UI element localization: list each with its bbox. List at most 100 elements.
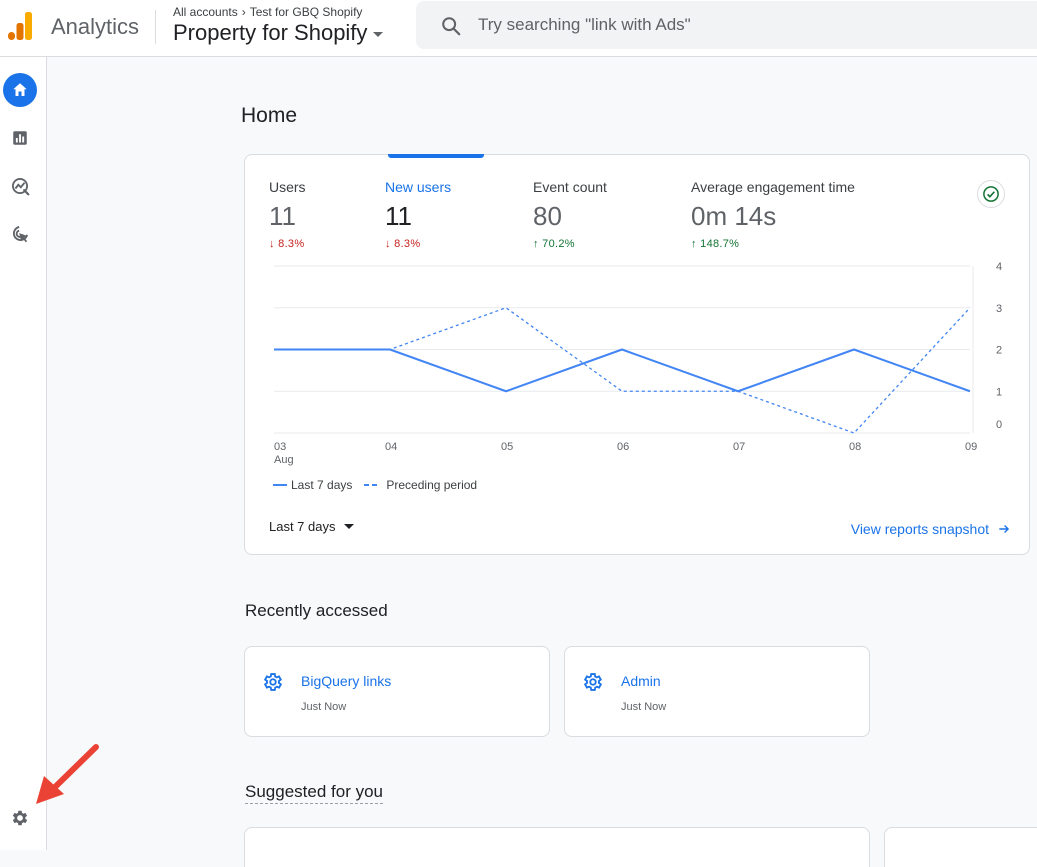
- breadcrumb-accounts[interactable]: All accounts: [173, 5, 238, 19]
- x-tick-label-part: 05: [501, 441, 513, 453]
- metric-new-users[interactable]: New users 11 ↓ 8.3%: [385, 179, 451, 250]
- x-tick-label: 03 Aug: [274, 441, 294, 466]
- top-bar: Analytics All accounts › Test for GBQ Shop…: [0, 0, 1037, 57]
- x-tick-label-part: 07: [733, 441, 745, 453]
- insights-check-button[interactable]: [977, 180, 1005, 208]
- x-tick-label: 07: [733, 441, 745, 453]
- gear-icon: [12, 810, 28, 826]
- x-tick-label-part: Aug: [274, 454, 294, 466]
- nav-reports[interactable]: [3, 121, 37, 155]
- caret-down-icon: [373, 31, 384, 37]
- metric-value: 80: [533, 201, 562, 231]
- suggested-card[interactable]: [884, 827, 1037, 867]
- y-tick-label: 1: [996, 386, 1002, 398]
- reports-icon: [13, 131, 27, 145]
- check-circle-icon: [983, 186, 999, 202]
- property-name: Property for Shopify: [173, 20, 368, 45]
- annotation-arrow-icon: [36, 744, 99, 804]
- metric-delta-value: 70.2%: [542, 238, 575, 250]
- gear-icon: [583, 673, 603, 691]
- nav-admin-settings[interactable]: [3, 801, 37, 835]
- snapshot-link-label: View reports snapshot: [850, 521, 989, 537]
- recent-card-title: BigQuery links: [301, 673, 392, 689]
- y-tick-label: 4: [996, 261, 1002, 273]
- legend-item-previous: Preceding period: [364, 478, 477, 492]
- caret-down-icon: [343, 524, 354, 529]
- x-tick-label: 08: [849, 441, 861, 453]
- metric-avg-engagement[interactable]: Average engagement time 0m 14s ↑ 148.7%: [691, 179, 855, 250]
- y-tick-label: 2: [996, 345, 1002, 357]
- arrow-right-icon: [999, 525, 1010, 533]
- legend-dashed-swatch: [364, 484, 379, 486]
- line-chart: 4 3 2 1 0 03 Aug 04 05 06 07 08 09: [274, 261, 1002, 466]
- series-line-preceding-period: [274, 307, 971, 434]
- main-content: Home Users 11 ↓ 8.3% New users 11 ↓ 8.3%…: [47, 57, 1037, 867]
- recently-accessed-title: Recently accessed: [245, 601, 388, 620]
- x-tick-label-part: 08: [849, 441, 861, 453]
- date-range-label: Last 7 days: [269, 519, 336, 534]
- header-divider: [155, 10, 156, 44]
- view-reports-snapshot-link[interactable]: View reports snapshot: [851, 521, 1011, 537]
- page-title: Home: [241, 104, 298, 127]
- metric-value: 0m 14s: [691, 201, 777, 231]
- x-tick-label-part: 06: [617, 441, 629, 453]
- home-icon: [13, 83, 27, 96]
- nav-explore[interactable]: [3, 169, 37, 203]
- metric-value: 11: [385, 201, 412, 231]
- product-name[interactable]: Analytics: [51, 14, 140, 39]
- active-tab-indicator: [388, 154, 484, 158]
- search-bar[interactable]: [416, 1, 1037, 49]
- breadcrumb-separator: ›: [241, 5, 246, 19]
- metric-event-count[interactable]: Event count 80 ↑ 70.2%: [533, 179, 607, 250]
- x-tick-label: 05: [501, 441, 513, 453]
- x-tick-label-part: 04: [385, 441, 397, 453]
- x-tick-label-part: 09: [965, 441, 977, 453]
- metric-value: 11: [269, 201, 296, 231]
- legend-label: Last 7 days: [291, 478, 353, 492]
- series-line-last-7-days: [274, 348, 971, 393]
- metric-delta: ↑ 70.2%: [533, 238, 575, 250]
- recent-card-title: Admin: [621, 673, 661, 689]
- chart-legend: Last 7 days Preceding period: [273, 478, 489, 492]
- metric-label: New users: [385, 179, 452, 195]
- legend-label: Preceding period: [386, 478, 478, 492]
- recent-card-subtitle: Just Now: [621, 701, 667, 713]
- summary-card: Users 11 ↓ 8.3% New users 11 ↓ 8.3% Even…: [244, 154, 1030, 555]
- advertising-icon: [13, 226, 28, 243]
- metric-delta: ↓ 8.3%: [385, 238, 421, 250]
- metric-delta-value: 8.3%: [394, 238, 421, 250]
- analytics-logo-icon[interactable]: [6, 10, 34, 42]
- breadcrumb[interactable]: All accounts › Test for GBQ Shopify: [173, 5, 362, 19]
- gear-icon: [263, 673, 283, 691]
- metric-label: Event count: [533, 179, 607, 195]
- metric-users[interactable]: Users 11 ↓ 8.3%: [269, 179, 306, 250]
- x-tick-label: 09: [965, 441, 977, 453]
- suggested-for-you-title[interactable]: Suggested for you: [245, 782, 383, 804]
- x-tick-label-part: 03: [274, 441, 286, 453]
- x-tick-label: 04: [385, 441, 397, 453]
- breadcrumb-account[interactable]: Test for GBQ Shopify: [249, 5, 363, 19]
- metric-delta: ↑ 148.7%: [691, 238, 740, 250]
- search-input[interactable]: [478, 11, 978, 39]
- metric-label: Users: [269, 179, 306, 195]
- nav-home[interactable]: [3, 73, 37, 107]
- date-range-selector[interactable]: Last 7 days: [269, 519, 354, 534]
- metric-delta-value: 148.7%: [700, 238, 740, 250]
- recent-card-subtitle: Just Now: [301, 701, 347, 713]
- metric-label: Average engagement time: [691, 179, 855, 195]
- suggested-card[interactable]: [244, 827, 870, 867]
- nav-advertising[interactable]: [3, 217, 37, 251]
- y-tick-label: 3: [996, 303, 1002, 315]
- recent-card-admin[interactable]: Admin Just Now: [564, 646, 870, 737]
- explore-icon: [12, 178, 30, 196]
- metric-delta-value: 8.3%: [278, 238, 305, 250]
- legend-item-current: Last 7 days: [273, 478, 352, 492]
- property-selector[interactable]: Property for Shopify: [173, 20, 384, 46]
- search-icon: [442, 17, 461, 36]
- x-tick-label: 06: [617, 441, 629, 453]
- metric-delta: ↓ 8.3%: [269, 238, 305, 250]
- y-tick-label: 0: [996, 419, 1002, 431]
- recent-card-bigquery-links[interactable]: BigQuery links Just Now: [244, 646, 550, 737]
- legend-solid-swatch: [273, 484, 287, 486]
- nav-rail: [0, 57, 47, 850]
